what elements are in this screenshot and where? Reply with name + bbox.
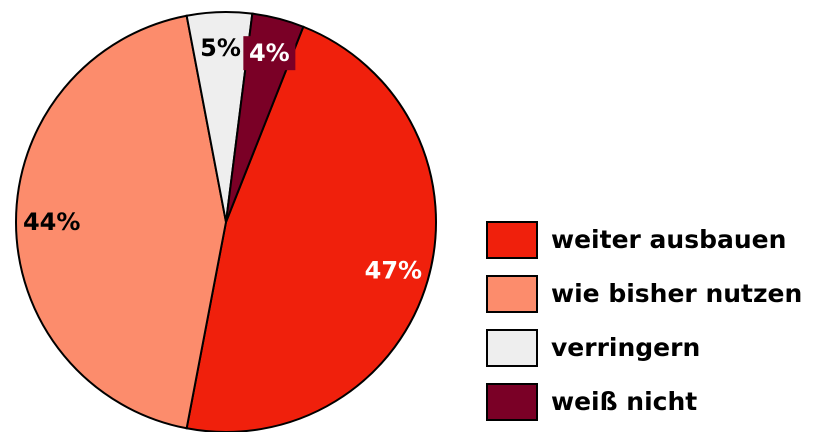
legend-swatch [486, 221, 538, 259]
label-box [243, 36, 296, 71]
legend-label: verringern [551, 333, 700, 362]
pie-slice [185, 25, 437, 432]
data-label: 5% [200, 34, 241, 62]
legend-swatch [486, 383, 538, 421]
legend-label: weiß nicht [551, 387, 697, 416]
legend-label: weiter ausbauen [551, 225, 786, 254]
data-label: 44% [23, 208, 80, 236]
legend-label: wie bisher nutzen [551, 279, 802, 308]
pie-slice [15, 14, 228, 430]
legend-swatch [486, 329, 538, 367]
legend-swatch [486, 275, 538, 313]
data-label: 47% [365, 257, 422, 285]
data-label: 4% [249, 39, 290, 67]
